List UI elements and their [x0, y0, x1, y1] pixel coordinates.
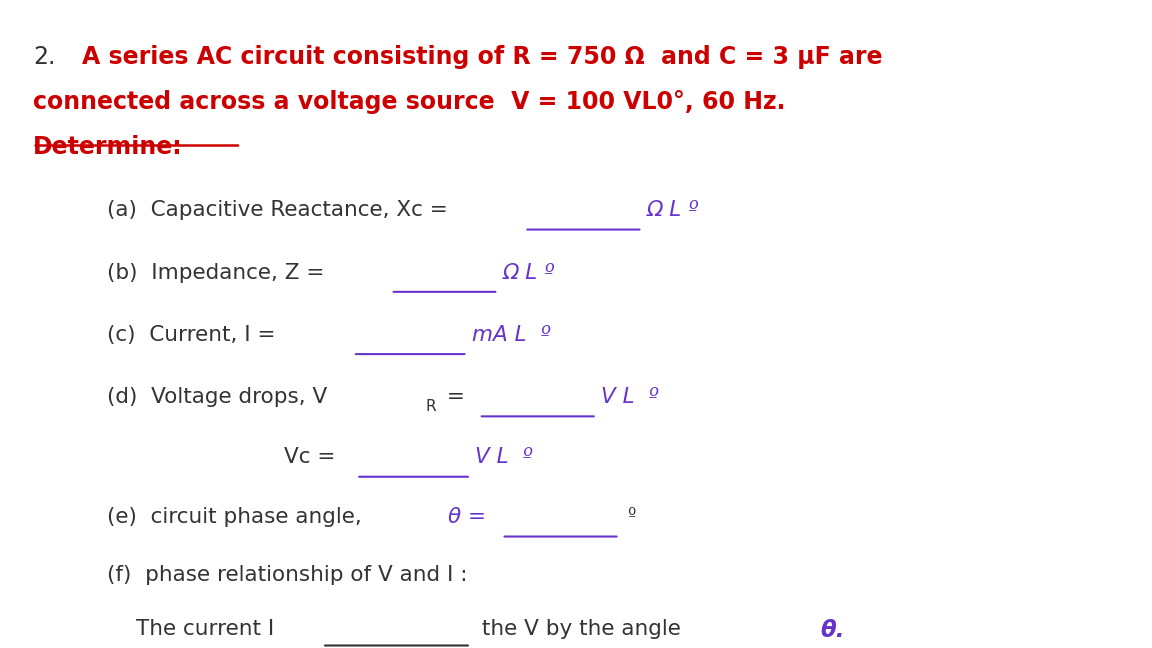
Text: (a)  Capacitive Reactance, Xc =: (a) Capacitive Reactance, Xc =: [107, 200, 455, 220]
Text: connected across a voltage source  V = 100 VL0°, 60 Hz.: connected across a voltage source V = 10…: [32, 90, 786, 114]
Text: θ.: θ.: [820, 619, 846, 642]
Text: The current I: The current I: [136, 619, 281, 640]
Text: V L  º: V L º: [601, 387, 659, 407]
Text: Ω L º: Ω L º: [502, 262, 555, 283]
Text: R: R: [425, 399, 435, 414]
Text: Ω L º: Ω L º: [647, 200, 699, 220]
Text: =: =: [440, 387, 471, 407]
Text: (e)  circuit phase angle,: (e) circuit phase angle,: [107, 507, 369, 527]
Text: mA L  º: mA L º: [472, 325, 551, 345]
Text: (f)  phase relationship of V and I :: (f) phase relationship of V and I :: [107, 564, 468, 584]
Text: º: º: [628, 507, 636, 526]
Text: Determine:: Determine:: [32, 135, 182, 159]
Text: (c)  Current, I =: (c) Current, I =: [107, 325, 282, 345]
Text: Vc =: Vc =: [285, 448, 342, 467]
Text: θ =: θ =: [448, 507, 493, 527]
Text: (b)  Impedance, Z =: (b) Impedance, Z =: [107, 262, 332, 283]
Text: V L  º: V L º: [476, 448, 533, 467]
Text: the V by the angle: the V by the angle: [476, 619, 688, 640]
Text: (d)  Voltage drops, V: (d) Voltage drops, V: [107, 387, 327, 407]
Text: A series AC circuit consisting of R = 750 Ω  and C = 3 μF are: A series AC circuit consisting of R = 75…: [82, 45, 882, 69]
Text: 2.: 2.: [32, 45, 55, 69]
